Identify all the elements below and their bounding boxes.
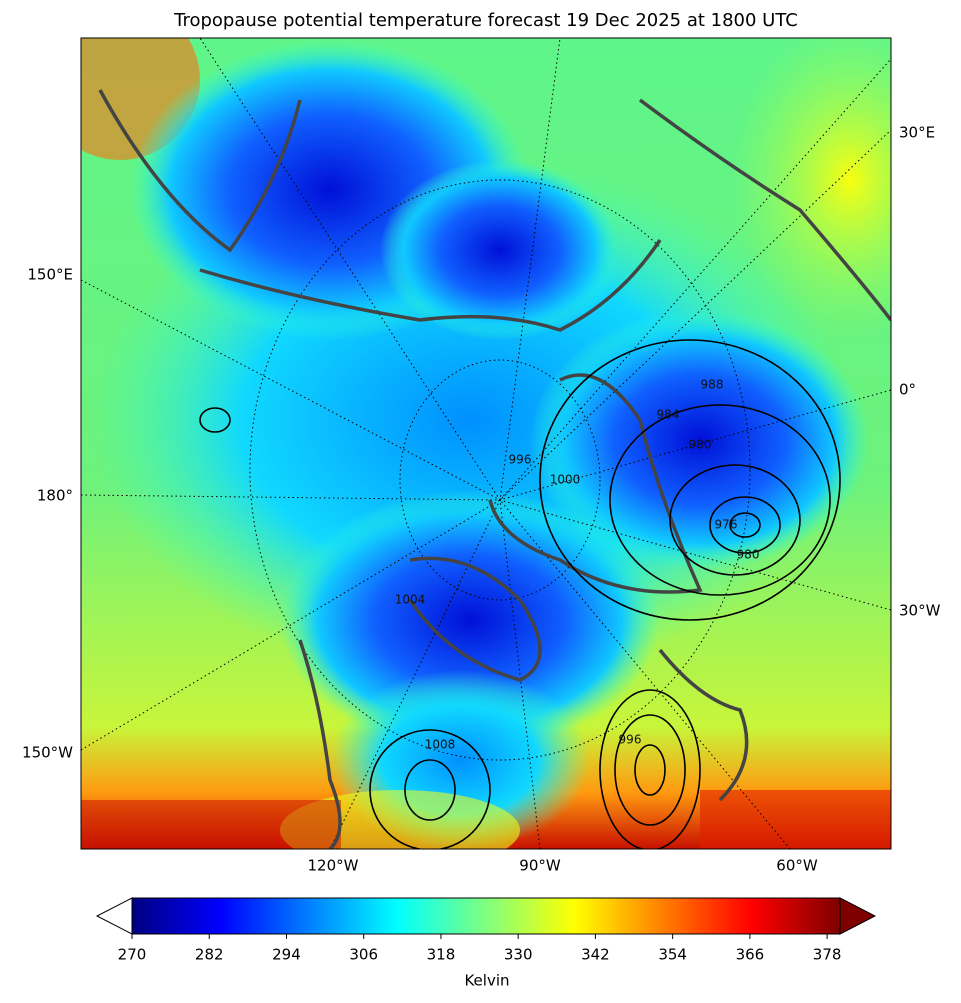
- lon-label: 120°W: [308, 857, 359, 875]
- colorbar-scale: [132, 898, 840, 934]
- map-frame: [80, 37, 892, 850]
- contour-label: 1008: [425, 738, 456, 752]
- colorbar-tick-label: 318: [427, 946, 456, 964]
- lon-label: 60°W: [776, 857, 818, 875]
- contour-label: 1004: [395, 593, 426, 607]
- contour-label: 1000: [550, 473, 581, 487]
- lon-label: 30°W: [899, 602, 941, 620]
- pressure-contours: [199, 339, 841, 849]
- contour-label: 996: [509, 453, 532, 467]
- contour-label: 976: [715, 518, 738, 532]
- colorbar-label: Kelvin: [464, 972, 509, 990]
- colorbar-tick-label: 294: [272, 946, 301, 964]
- lon-label: 150°W: [22, 744, 73, 762]
- colorbar-tick-label: 282: [195, 946, 224, 964]
- title: Tropopause potential temperature forecas…: [173, 10, 798, 31]
- colorbar-tick-label: 330: [504, 946, 533, 964]
- colorbar-tick-label: 354: [658, 946, 687, 964]
- colorbar-tick-label: 306: [349, 946, 378, 964]
- colorbar-tick-label: 270: [118, 946, 147, 964]
- contour-label: 984: [657, 408, 680, 422]
- colorbar-tick-label: 342: [581, 946, 610, 964]
- contour-label: 980: [689, 438, 712, 452]
- map: 988 984 980 976 980 1000 996 1004 1008 996: [81, 38, 891, 849]
- lon-label: 150°E: [27, 266, 73, 284]
- colorbar: 270 282 294 306 318 330 342 354 366 378 Kelvin: [95, 897, 877, 990]
- lon-label: 90°W: [519, 857, 561, 875]
- graticule: [81, 38, 891, 849]
- contour-label: 988: [701, 378, 724, 392]
- lon-label: 30°E: [899, 124, 935, 142]
- colorbar-tick-label: 378: [813, 946, 842, 964]
- lon-label: 180°: [37, 487, 73, 505]
- colorbar-over: [839, 897, 877, 935]
- colorbar-outline: [131, 897, 840, 935]
- colorbar-under: [95, 897, 133, 935]
- contour-label: 980: [737, 548, 760, 562]
- coastlines: [98, 89, 891, 849]
- colorbar-tick-label: 366: [736, 946, 765, 964]
- contour-label: 996: [619, 733, 642, 747]
- lon-label: 0°: [899, 381, 916, 399]
